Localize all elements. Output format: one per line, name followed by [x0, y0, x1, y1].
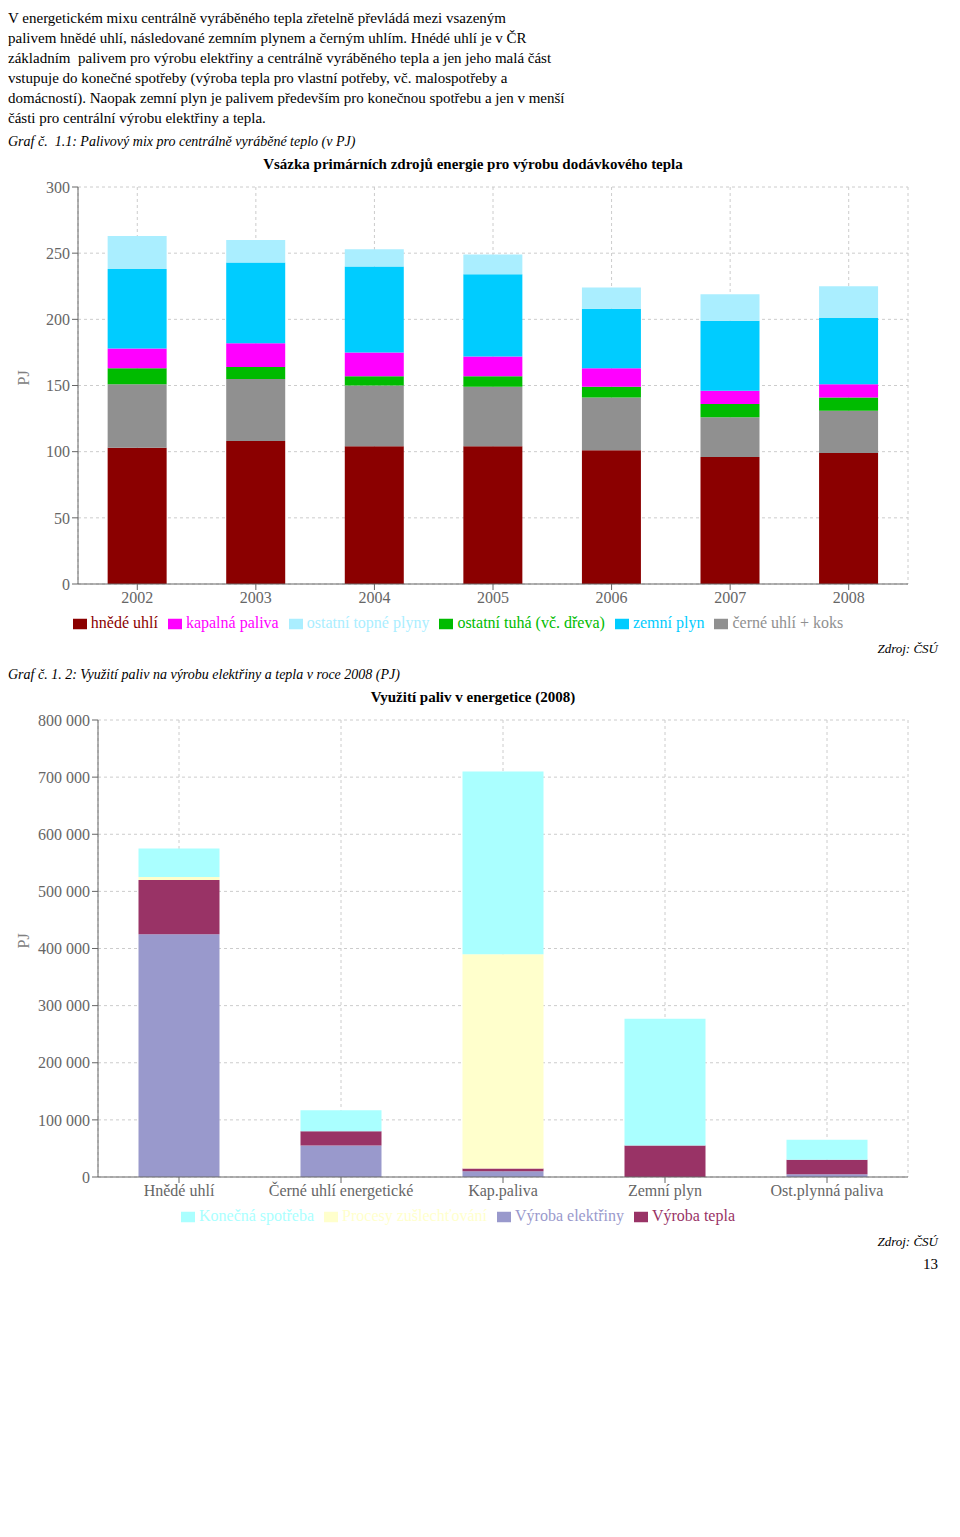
- html-text:Procesy zušlechťování: Procesy zušlechťování: [342, 1207, 488, 1224]
- svg-text:PJ: PJ: [15, 370, 32, 385]
- html-text:ostatní topné plyny: ostatní topné plyny: [306, 614, 430, 631]
- html-text:Zdroj: ČSÚ: Zdroj: ČSÚ: [877, 641, 938, 656]
- html-text:Využití paliv v energetice (20: Využití paliv v energetice (2008): [370, 689, 576, 705]
- svg-text:2008: 2008: [833, 589, 865, 606]
- svg-text:PJ: PJ: [15, 933, 32, 948]
- html-text:domácností). Naopak zemní plyn: domácností). Naopak zemní plyn je palive…: [8, 90, 565, 106]
- svg-text:2007: 2007: [714, 589, 746, 606]
- svg-text:100: 100: [46, 443, 70, 460]
- svg-text:150: 150: [46, 377, 70, 394]
- svg-text:0: 0: [62, 576, 70, 593]
- svg-text:2004: 2004: [358, 589, 390, 606]
- svg-text:800 000: 800 000: [38, 712, 90, 729]
- svg-text:2005: 2005: [477, 589, 509, 606]
- svg-text:300 000: 300 000: [38, 997, 90, 1014]
- html-text:části pro centrální výrobu ele: části pro centrální výrobu elektřiny a t…: [8, 110, 266, 126]
- html-text:Zdroj: ČSÚ: Zdroj: ČSÚ: [877, 1234, 938, 1249]
- html-text:palivem hnědé uhlí, následovan: palivem hnědé uhlí, následované zemním p…: [8, 30, 527, 46]
- svg-text:Zemní plyn: Zemní plyn: [628, 1182, 702, 1200]
- svg-text:250: 250: [46, 245, 70, 262]
- svg-text:100 000: 100 000: [38, 1112, 90, 1129]
- html-text:Výroba elektřiny: Výroba elektřiny: [515, 1207, 624, 1224]
- html-text:13: 13: [923, 1256, 938, 1272]
- svg-text:Černé uhlí energetické: Černé uhlí energetické: [269, 1181, 414, 1200]
- html-text:kapalná paliva: kapalná paliva: [185, 614, 279, 631]
- svg-text:500 000: 500 000: [38, 883, 90, 900]
- html-text:Konečná spotřeba: Konečná spotřeba: [199, 1207, 314, 1224]
- svg-text:700 000: 700 000: [38, 769, 90, 786]
- svg-text:400 000: 400 000: [38, 940, 90, 957]
- svg-text:Kap.paliva: Kap.paliva: [468, 1182, 538, 1200]
- svg-text:50: 50: [54, 510, 70, 527]
- html-text:Výroba tepla: Výroba tepla: [651, 1207, 735, 1224]
- html-text:vstupuje do konečné spotřeby (: vstupuje do konečné spotřeby (výroba tep…: [8, 70, 508, 86]
- svg-text:300: 300: [46, 179, 70, 196]
- svg-text:2002: 2002: [121, 589, 153, 606]
- svg-text:200 000: 200 000: [38, 1054, 90, 1071]
- svg-text:200: 200: [46, 311, 70, 328]
- html-text:Vsázka primárních zdrojů energ: Vsázka primárních zdrojů energie pro výr…: [263, 156, 683, 172]
- html-text:Graf č. 1.1: Palivový mix pro: Graf č. 1.1: Palivový mix pro centrálně …: [8, 134, 356, 149]
- svg-text:Hnědé uhlí: Hnědé uhlí: [144, 1182, 215, 1199]
- svg-text:2006: 2006: [596, 589, 628, 606]
- svg-text:2003: 2003: [240, 589, 272, 606]
- html-text:ostatní tuhá (vč. dřeva): ostatní tuhá (vč. dřeva): [457, 614, 605, 631]
- html-text:zemní plyn: zemní plyn: [632, 614, 705, 631]
- html-text:V energetickém mixu centrálně: V energetickém mixu centrálně vyráběného…: [8, 10, 506, 26]
- html-text:hnědé uhlí: hnědé uhlí: [90, 614, 158, 631]
- html-text:základním palivem pro výrobu e: základním palivem pro výrobu elektřiny a…: [8, 50, 552, 66]
- svg-text:0: 0: [82, 1169, 90, 1186]
- svg-text:Ost.plynná paliva: Ost.plynná paliva: [771, 1182, 884, 1200]
- html-text:Graf č. 1. 2: Využití paliv na: Graf č. 1. 2: Využití paliv na výrobu el…: [8, 667, 400, 682]
- svg-text:600 000: 600 000: [38, 826, 90, 843]
- html-text:černé uhlí + koks: černé uhlí + koks: [732, 614, 844, 631]
